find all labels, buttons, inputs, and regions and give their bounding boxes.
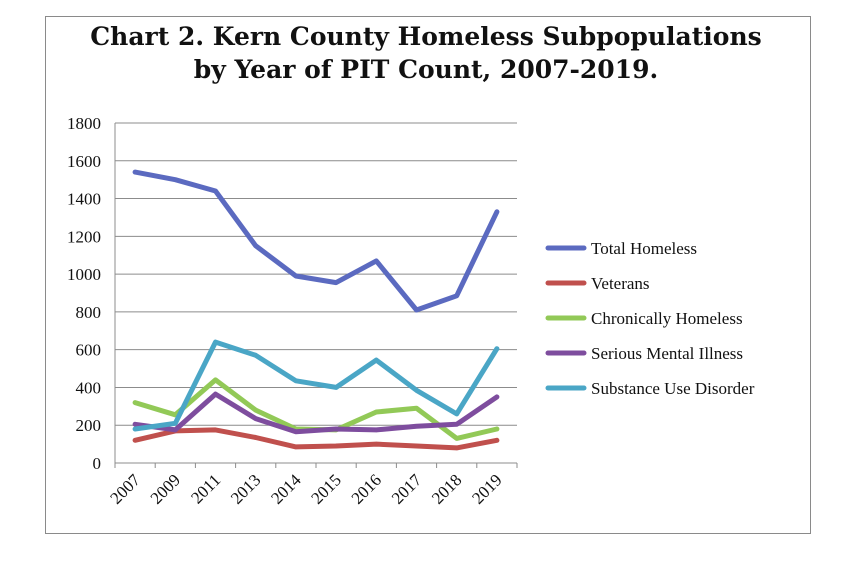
data-point-veterans-2007 <box>132 438 138 443</box>
data-point-total-homeless-2018 <box>454 293 459 299</box>
data-point-veterans-2011 <box>213 427 218 433</box>
data-point-chronically-homeless-2019 <box>494 426 500 432</box>
data-point-serious-mental-illness-2007 <box>132 422 138 427</box>
y-tick-label-1000: 1000 <box>67 265 101 284</box>
legend-label-veterans: Veterans <box>591 274 650 293</box>
legend-label-substance-use-disorder: Substance Use Disorder <box>591 379 755 398</box>
data-point-chronically-homeless-2017 <box>414 406 419 411</box>
x-tick-label-2019: 2019 <box>468 470 505 507</box>
y-tick-label-600: 600 <box>76 341 102 360</box>
data-point-total-homeless-2009 <box>173 177 178 182</box>
data-point-chronically-homeless-2007 <box>132 400 138 405</box>
y-tick-label-400: 400 <box>76 378 102 397</box>
data-point-serious-mental-illness-2018 <box>454 422 459 427</box>
x-tick-label-2018: 2018 <box>428 470 465 507</box>
series-line-total-homeless <box>132 169 500 313</box>
data-point-substance-use-disorder-2017 <box>414 388 419 393</box>
data-point-total-homeless-2014 <box>293 273 299 279</box>
series-line-substance-use-disorder <box>132 339 500 432</box>
data-point-total-homeless-2011 <box>213 188 218 194</box>
legend-label-total-homeless: Total Homeless <box>591 239 697 258</box>
data-point-total-homeless-2016 <box>374 258 379 264</box>
data-point-veterans-2019 <box>494 438 500 443</box>
series-line-serious-mental-illness <box>132 391 500 435</box>
data-point-substance-use-disorder-2014 <box>293 378 299 384</box>
data-point-serious-mental-illness-2011 <box>213 391 218 397</box>
series-line-veterans <box>132 427 500 451</box>
data-point-serious-mental-illness-2013 <box>253 416 258 421</box>
y-tick-label-1400: 1400 <box>67 190 101 209</box>
y-tick-label-1600: 1600 <box>67 152 101 171</box>
data-point-serious-mental-illness-2015 <box>333 426 339 432</box>
x-tick-label-2015: 2015 <box>307 470 344 507</box>
data-point-serious-mental-illness-2016 <box>374 427 379 433</box>
legend-label-serious-mental-illness: Serious Mental Illness <box>591 344 743 363</box>
x-tick-label-2014: 2014 <box>267 470 305 508</box>
chart-title-line1: Chart 2. Kern County Homeless Subpopulat… <box>90 22 762 51</box>
data-point-serious-mental-illness-2017 <box>414 423 419 429</box>
data-point-chronically-homeless-2013 <box>253 407 258 413</box>
data-point-substance-use-disorder-2018 <box>454 411 459 417</box>
data-point-veterans-2017 <box>414 443 419 449</box>
data-point-total-homeless-2007 <box>132 169 138 175</box>
data-point-substance-use-disorder-2009 <box>173 421 178 426</box>
data-point-serious-mental-illness-2009 <box>173 427 178 433</box>
data-point-serious-mental-illness-2014 <box>293 429 299 435</box>
data-point-veterans-2015 <box>333 443 339 449</box>
data-point-total-homeless-2019 <box>494 209 500 214</box>
data-point-chronically-homeless-2016 <box>374 409 379 415</box>
data-point-veterans-2016 <box>374 441 379 447</box>
chart-title-line2: by Year of PIT Count, 2007-2019. <box>193 55 659 84</box>
data-point-substance-use-disorder-2011 <box>213 339 218 345</box>
data-point-veterans-2018 <box>454 445 459 451</box>
x-tick-label-2011: 2011 <box>187 470 224 507</box>
y-tick-label-0: 0 <box>93 454 102 473</box>
data-point-substance-use-disorder-2016 <box>374 357 379 363</box>
y-tick-label-1800: 1800 <box>67 114 101 133</box>
y-tick-label-1200: 1200 <box>67 227 101 246</box>
y-tick-label-200: 200 <box>76 416 102 435</box>
data-point-substance-use-disorder-2013 <box>253 353 258 358</box>
data-point-chronically-homeless-2018 <box>454 436 459 441</box>
data-point-substance-use-disorder-2007 <box>132 426 138 432</box>
x-tick-label-2007: 2007 <box>106 470 144 508</box>
data-point-total-homeless-2013 <box>253 243 258 248</box>
x-tick-label-2013: 2013 <box>227 470 264 507</box>
x-tick-label-2009: 2009 <box>147 470 184 507</box>
data-point-total-homeless-2015 <box>333 280 339 285</box>
x-tick-label-2017: 2017 <box>388 470 426 508</box>
legend-label-chronically-homeless: Chronically Homeless <box>591 309 743 328</box>
chart-title: Chart 2. Kern County Homeless Subpopulat… <box>0 20 852 86</box>
data-point-substance-use-disorder-2015 <box>333 385 339 390</box>
data-point-chronically-homeless-2011 <box>213 377 218 383</box>
x-tick-label-2016: 2016 <box>348 470 385 507</box>
y-tick-label-800: 800 <box>76 303 102 322</box>
data-point-total-homeless-2017 <box>414 307 419 313</box>
data-point-veterans-2014 <box>293 444 299 450</box>
data-point-serious-mental-illness-2019 <box>494 394 500 400</box>
data-point-veterans-2013 <box>253 435 258 440</box>
data-point-substance-use-disorder-2019 <box>494 346 500 351</box>
